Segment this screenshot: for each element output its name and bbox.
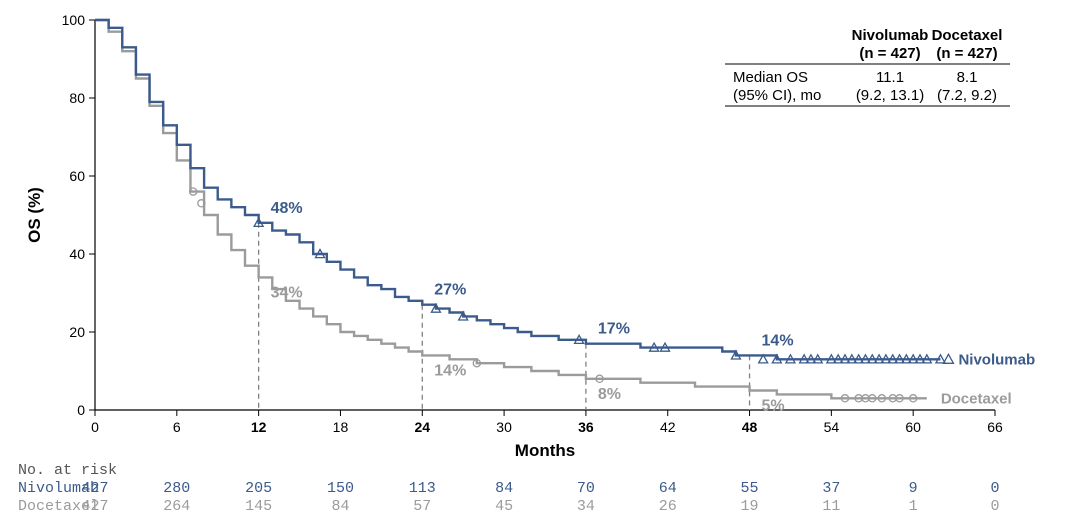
table-col-header: Docetaxel <box>932 27 1003 44</box>
x-tick-label: 66 <box>987 419 1003 435</box>
x-tick-label: 12 <box>251 419 267 435</box>
series-label-docetaxel: Docetaxel <box>941 390 1012 407</box>
risk-cell: 34 <box>577 498 595 515</box>
y-tick-label: 20 <box>69 324 85 340</box>
risk-cell: 9 <box>909 480 918 497</box>
risk-cell: 1 <box>909 498 918 515</box>
table-row-label: Median OS <box>733 69 808 86</box>
risk-cell: 150 <box>327 480 354 497</box>
risk-cell: 64 <box>659 480 677 497</box>
km-chart: 0204060801000612182430364248546066Months… <box>0 0 1080 524</box>
x-tick-label: 60 <box>905 419 921 435</box>
risk-cell: 19 <box>741 498 759 515</box>
table-col-header-n: (n = 427) <box>859 45 920 62</box>
x-tick-label: 18 <box>333 419 349 435</box>
x-tick-label: 42 <box>660 419 676 435</box>
callout-nivolumab: 17% <box>598 321 630 338</box>
risk-cell: 427 <box>81 480 108 497</box>
risk-cell: 37 <box>822 480 840 497</box>
x-tick-label: 36 <box>578 419 594 435</box>
risk-cell: 280 <box>163 480 190 497</box>
series-label-nivolumab: Nivolumab <box>958 351 1035 368</box>
callout-docetaxel: 5% <box>762 398 785 415</box>
x-tick-label: 6 <box>173 419 181 435</box>
risk-cell: 45 <box>495 498 513 515</box>
risk-cell: 145 <box>245 498 272 515</box>
risk-cell: 264 <box>163 498 190 515</box>
risk-cell: 70 <box>577 480 595 497</box>
x-axis-label: Months <box>515 441 575 460</box>
risk-cell: 57 <box>413 498 431 515</box>
y-tick-label: 60 <box>69 168 85 184</box>
x-tick-label: 30 <box>496 419 512 435</box>
risk-cell: 11 <box>822 498 840 515</box>
table-cell: (9.2, 13.1) <box>856 87 924 104</box>
table-col-header: Nivolumab <box>852 27 929 44</box>
table-cell: 8.1 <box>957 69 978 86</box>
risk-cell: 55 <box>741 480 759 497</box>
risk-cell: 0 <box>990 498 999 515</box>
x-tick-label: 54 <box>824 419 840 435</box>
risk-cell: 113 <box>409 480 436 497</box>
y-tick-label: 0 <box>77 402 85 418</box>
series-nivolumab <box>95 20 940 359</box>
y-tick-label: 80 <box>69 90 85 106</box>
table-cell: (7.2, 9.2) <box>937 87 997 104</box>
callout-nivolumab: 14% <box>762 332 794 349</box>
risk-cell: 26 <box>659 498 677 515</box>
callout-docetaxel: 34% <box>271 284 303 301</box>
table-row-label: (95% CI), mo <box>733 87 821 104</box>
table-cell: 11.1 <box>876 69 904 86</box>
risk-cell: 84 <box>495 480 513 497</box>
risk-cell: 205 <box>245 480 272 497</box>
callout-docetaxel: 14% <box>434 362 466 379</box>
risk-cell: 427 <box>81 498 108 515</box>
x-tick-label: 0 <box>91 419 99 435</box>
x-tick-label: 48 <box>742 419 758 435</box>
x-tick-label: 24 <box>414 419 430 435</box>
table-col-header-n: (n = 427) <box>936 45 997 62</box>
y-axis-label: OS (%) <box>25 187 44 243</box>
y-tick-label: 100 <box>62 12 86 28</box>
risk-header: No. at risk <box>18 462 117 479</box>
callout-nivolumab: 48% <box>271 200 303 217</box>
risk-cell: 84 <box>331 498 349 515</box>
callout-docetaxel: 8% <box>598 386 621 403</box>
risk-cell: 0 <box>990 480 999 497</box>
callout-nivolumab: 27% <box>434 282 466 299</box>
y-tick-label: 40 <box>69 246 85 262</box>
